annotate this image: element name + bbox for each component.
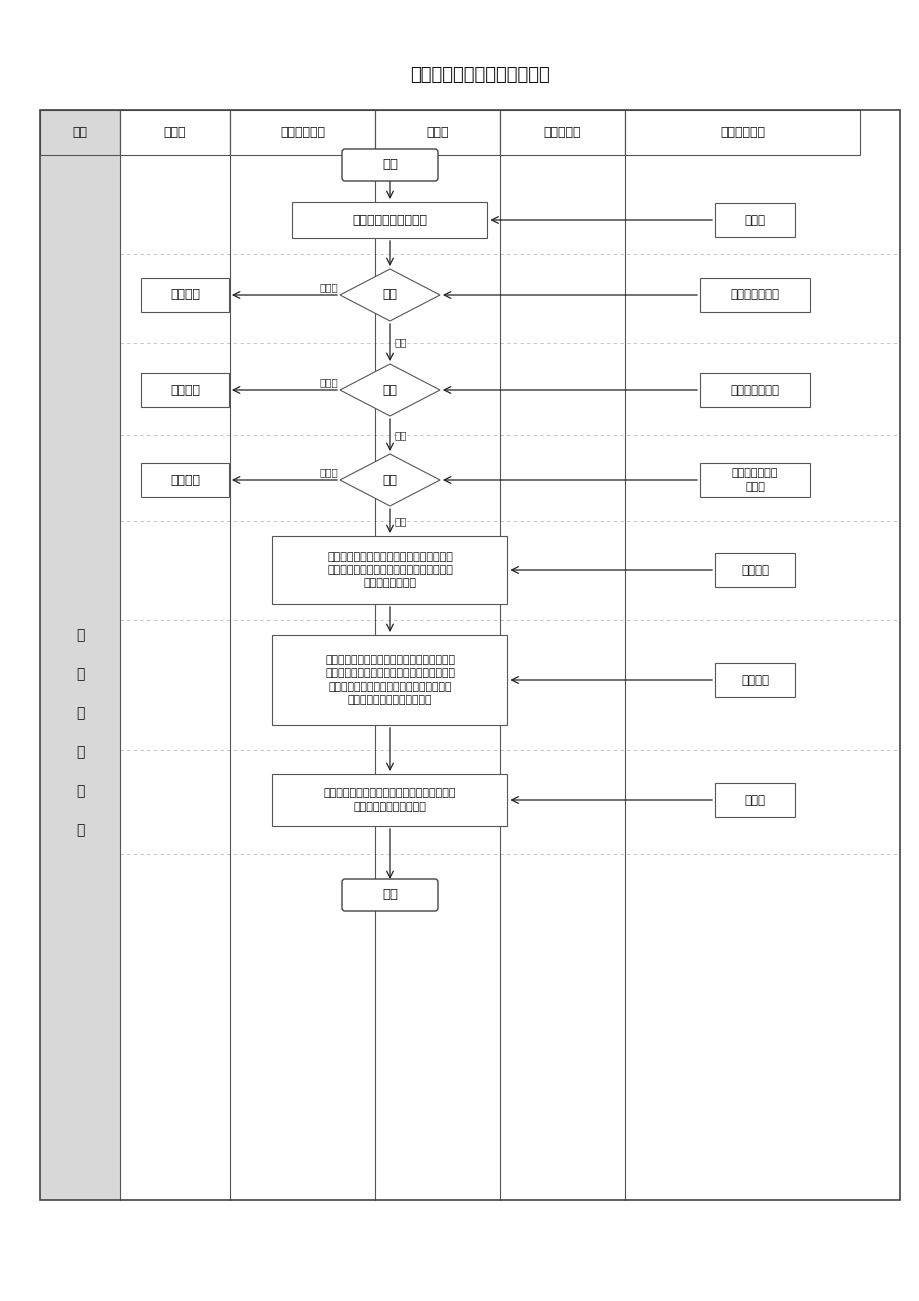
Bar <box>624 111 859 155</box>
Text: 反馈结果: 反馈结果 <box>170 289 199 302</box>
Text: 通过: 通过 <box>394 431 407 440</box>
Text: 系主任: 系主任 <box>425 126 448 139</box>
Bar <box>40 111 899 1200</box>
Text: 未通过: 未通过 <box>319 467 337 477</box>
Text: 根据审批内容，在教务管理系统内进行修改，
并通知系（院）遵照执行: 根据审批内容，在教务管理系统内进行修改， 并通知系（院）遵照执行 <box>323 788 456 812</box>
Bar <box>141 373 229 407</box>
Text: 主体: 主体 <box>73 126 87 139</box>
Text: 审核: 审核 <box>382 474 397 487</box>
Bar <box>714 203 794 237</box>
Text: 未通过: 未通过 <box>319 377 337 386</box>
Bar <box>375 111 499 155</box>
Bar <box>714 783 794 817</box>
Text: 教研室: 教研室 <box>743 213 765 226</box>
Polygon shape <box>340 364 439 416</box>
Bar <box>230 111 375 155</box>
Text: 业

务

执

行

程

序: 业 务 执 行 程 序 <box>75 628 85 837</box>
FancyBboxPatch shape <box>342 150 437 181</box>
Bar <box>40 155 119 1200</box>
Text: 未通过: 未通过 <box>319 282 337 291</box>
Text: 审核: 审核 <box>382 384 397 397</box>
Bar <box>272 635 507 725</box>
Text: 系（院）教务科: 系（院）教务科 <box>730 289 778 302</box>
Text: 系（院）: 系（院） <box>740 674 768 687</box>
Text: 人才培养方案制定工作流程图: 人才培养方案制定工作流程图 <box>410 66 550 85</box>
Polygon shape <box>340 454 439 506</box>
Bar <box>141 463 229 497</box>
Bar <box>141 278 229 312</box>
Text: 教务处: 教务处 <box>743 794 765 807</box>
Text: 系部教务科: 系部教务科 <box>543 126 581 139</box>
Bar <box>272 536 507 604</box>
Text: 系（院）负责人: 系（院）负责人 <box>730 384 778 397</box>
Bar <box>292 202 487 238</box>
Bar <box>714 664 794 697</box>
Bar <box>272 774 507 826</box>
Bar <box>699 463 809 497</box>
Text: 通过: 通过 <box>394 337 407 347</box>
Text: 反馈结果: 反馈结果 <box>170 384 199 397</box>
Text: 教务处: 教务处 <box>164 126 186 139</box>
FancyBboxPatch shape <box>342 879 437 911</box>
Text: 教务处、院学术
委员会: 教务处、院学术 委员会 <box>731 468 777 492</box>
Text: 审核: 审核 <box>382 289 397 302</box>
Text: 提出教学计划微调的书面申请，列出详细的修
订内容，经系（院）负责人签字同意后报教务
处审批，并将审批复印件报科研与发展规划
处，原件由系（院）留存备查: 提出教学计划微调的书面申请，列出详细的修 订内容，经系（院）负责人签字同意后报教… <box>324 656 455 705</box>
Text: 反馈结果: 反馈结果 <box>170 474 199 487</box>
Polygon shape <box>340 269 439 321</box>
Bar <box>119 111 230 155</box>
Bar <box>699 373 809 407</box>
Bar <box>40 111 119 155</box>
Text: 系（院）: 系（院） <box>740 563 768 576</box>
Text: 将修改完善后的人才培养方案最终稿，经系
（院）负责人签字同意后，报教务处一份备
案，同时报电子版: 将修改完善后的人才培养方案最终稿，经系 （院）负责人签字同意后，报教务处一份备 … <box>327 552 452 588</box>
Text: 系部各教研室: 系部各教研室 <box>720 126 765 139</box>
Text: 系学术委员会: 系学术委员会 <box>279 126 324 139</box>
Text: 制定新生人才培养方案: 制定新生人才培养方案 <box>352 213 427 226</box>
Bar <box>714 553 794 587</box>
Text: 结束: 结束 <box>381 889 398 902</box>
Text: 通过: 通过 <box>394 516 407 526</box>
Bar <box>499 111 624 155</box>
Text: 开始: 开始 <box>381 159 398 172</box>
Bar <box>699 278 809 312</box>
